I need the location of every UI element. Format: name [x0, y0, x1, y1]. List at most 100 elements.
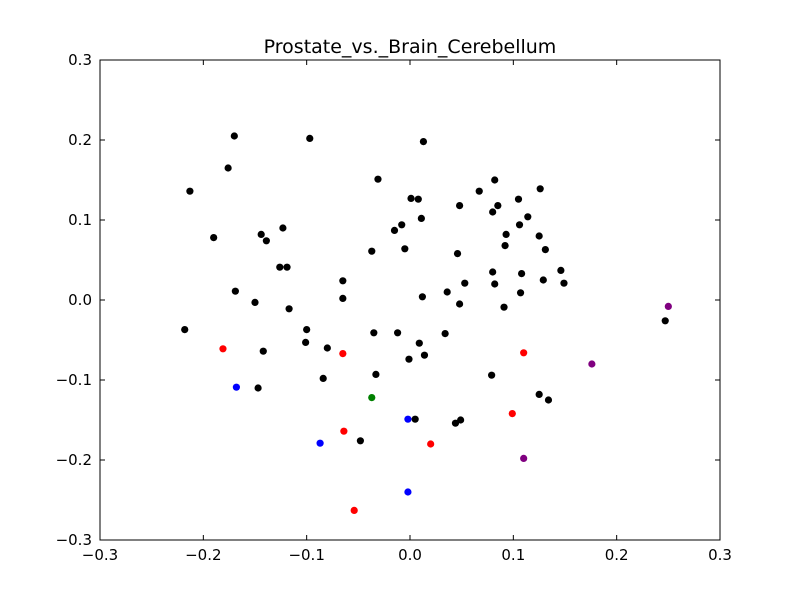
x-tick-label: 0.2: [605, 546, 629, 564]
scatter-point-s0-35: [518, 270, 526, 278]
scatter-point-s3-0: [368, 394, 376, 402]
scatter-point-s0-55: [302, 338, 310, 346]
scatter-point-s0-34: [489, 268, 497, 276]
scatter-point-s0-47: [456, 300, 464, 308]
scatter-point-s0-17: [398, 221, 406, 229]
scatter-point-s0-59: [420, 351, 429, 359]
scatter-point-s4-1: [588, 360, 596, 368]
scatter-point-s1-1: [339, 350, 347, 358]
scatter-point-s0-69: [451, 419, 460, 427]
scatter-point-s0-67: [411, 415, 419, 423]
y-tick-label: −0.2: [56, 451, 92, 469]
scatter-point-s0-70: [356, 437, 364, 445]
scatter-point-s0-62: [488, 371, 496, 379]
scatter-point-s2-3: [404, 488, 412, 496]
x-tick-label: −0.2: [185, 546, 221, 564]
scatter-point-s4-2: [520, 454, 528, 462]
scatter-point-s0-53: [394, 329, 402, 337]
scatter-point-s0-31: [276, 263, 284, 271]
x-tick-label: 0.1: [501, 546, 525, 564]
scatter-point-s0-18: [279, 224, 287, 232]
scatter-point-s0-26: [501, 242, 509, 250]
scatter-point-s0-49: [500, 303, 508, 311]
scatter-point-s0-71: [661, 317, 669, 325]
scatter-point-s0-28: [541, 246, 549, 254]
scatter-point-s0-16: [417, 214, 425, 222]
scatter-point-s0-8: [536, 185, 544, 193]
scatter-point-s1-6: [350, 506, 358, 514]
ticks-layer: −0.3 −0.2 −0.1 0.0 0.1 0.2 0.3 −0.3 −0.2 −0.1 0.0 0…: [56, 51, 732, 564]
scatter-point-s0-27: [401, 245, 409, 253]
scatter-point-s0-33: [557, 266, 565, 274]
scatter-point-s0-24: [210, 234, 218, 242]
scatter-point-s1-4: [340, 427, 348, 435]
scatter-point-s4-0: [664, 302, 672, 310]
scatter-point-s0-19: [390, 226, 399, 234]
scatter-point-s0-11: [456, 202, 464, 210]
scatter-point-s0-12: [494, 202, 502, 210]
chart-title: Prostate_vs._Brain_Cerebellum: [264, 36, 557, 58]
scatter-point-s0-66: [544, 396, 553, 404]
scatter-point-s0-56: [415, 339, 423, 347]
scatter-point-s2-2: [316, 439, 324, 447]
scatter-point-s0-51: [303, 326, 311, 334]
scatter-point-s0-44: [418, 293, 426, 301]
scatter-point-s2-1: [404, 415, 412, 423]
scatter-point-s0-41: [231, 287, 239, 295]
scatter-point-s1-3: [508, 410, 516, 418]
scatter-point-s0-25: [262, 237, 270, 245]
scatter-point-s0-13: [514, 195, 523, 203]
y-tick-label: 0.0: [68, 291, 92, 309]
scatter-point-s0-50: [181, 326, 189, 334]
plot-frame: [99, 59, 721, 541]
scatter-point-s1-2: [520, 349, 528, 357]
scatter-point-s0-52: [370, 329, 378, 337]
scatter-point-s0-40: [491, 280, 499, 288]
scatter-point-s0-36: [339, 277, 347, 285]
scatter-point-s0-57: [323, 344, 331, 352]
scatter-point-s0-9: [407, 194, 415, 202]
x-tick-label: 0.0: [398, 546, 422, 564]
scatter-point-s0-7: [475, 187, 483, 195]
scatter-point-s0-5: [186, 187, 194, 195]
scatter-point-s0-32: [283, 263, 291, 271]
y-tick-label: −0.3: [56, 531, 92, 549]
scatter-point-s0-21: [515, 221, 524, 229]
scatter-point-s0-58: [259, 347, 267, 355]
scatter-point-s0-4: [374, 175, 382, 183]
y-tick-label: 0.3: [68, 51, 92, 69]
scatter-point-s1-0: [219, 345, 227, 353]
scatter-point-s0-54: [441, 330, 449, 338]
scatter-point-s0-46: [251, 298, 259, 306]
scatter-point-s0-22: [257, 230, 265, 238]
scatter-point-s0-42: [443, 288, 451, 296]
scatter-point-s0-43: [516, 289, 525, 297]
scatter-point-s0-23: [535, 232, 543, 240]
scatter-point-s0-37: [539, 276, 547, 284]
scatter-point-s0-29: [368, 247, 376, 255]
scatter-point-s2-0: [232, 383, 240, 391]
scatter-point-s0-0: [230, 132, 238, 140]
scatter-point-s0-2: [419, 138, 428, 146]
y-tick-label: 0.1: [68, 211, 92, 229]
scatter-point-s0-1: [306, 134, 314, 142]
scatter-point-s0-14: [489, 208, 497, 216]
scatter-point-s0-64: [254, 384, 262, 392]
scatter-point-s0-38: [461, 279, 469, 287]
scatter-point-s0-30: [453, 250, 462, 258]
scatter-point-s0-3: [224, 164, 232, 172]
scatter-point-s0-61: [372, 370, 380, 378]
x-tick-label: −0.1: [288, 546, 324, 564]
scatter-point-s0-48: [285, 305, 293, 313]
scatter-point-s0-39: [560, 279, 568, 287]
x-tick-label: 0.3: [708, 546, 732, 564]
scatter-point-s0-63: [319, 374, 327, 382]
scatter-point-s0-20: [502, 230, 510, 238]
scatter-point-s0-45: [339, 294, 347, 302]
scatter-point-s0-65: [535, 390, 543, 398]
scatter-point-s0-68: [457, 416, 465, 424]
scatter-point-s0-60: [405, 355, 413, 363]
scatter-point-s0-10: [414, 195, 422, 203]
